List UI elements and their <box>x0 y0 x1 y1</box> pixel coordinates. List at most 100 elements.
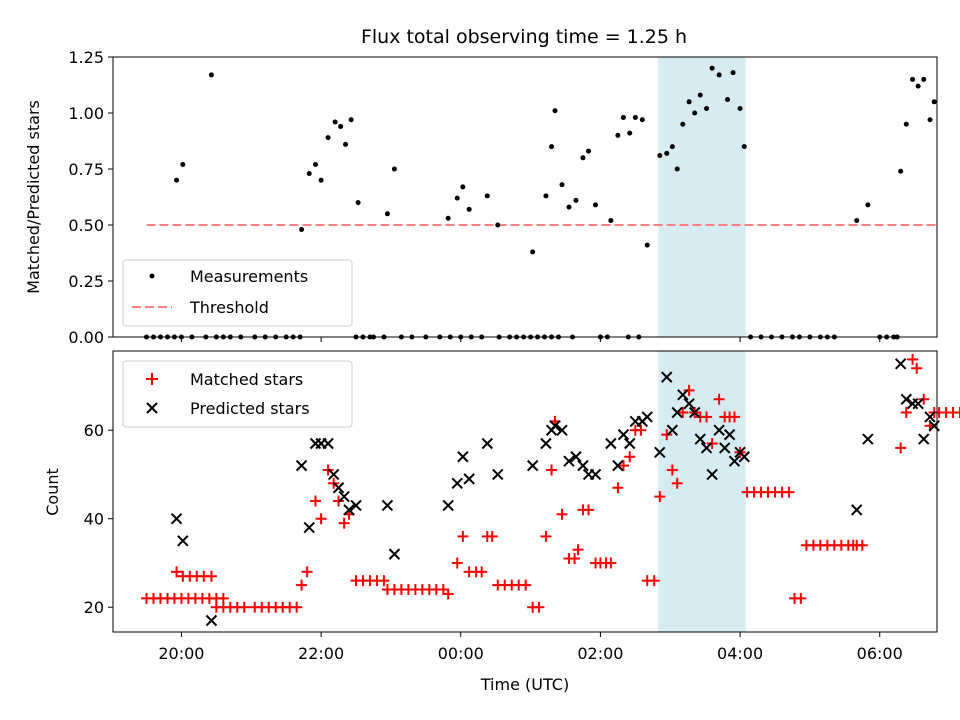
bottom-shaded-span <box>658 351 746 632</box>
matched-star-point <box>238 601 250 613</box>
bottom-xtick-label: 06:00 <box>857 644 903 663</box>
matched-star-point <box>476 566 488 578</box>
measurement-point <box>325 135 331 141</box>
predicted-star-point <box>322 437 334 450</box>
matched-star-point <box>654 491 666 503</box>
predicted-star-point <box>350 499 362 512</box>
predicted-star-point <box>549 420 561 432</box>
measurement-point <box>910 76 916 82</box>
matched-star-point <box>918 393 930 405</box>
predicted-star-point <box>589 468 602 481</box>
matched-star-point <box>635 424 647 436</box>
top-shaded-span <box>658 57 746 337</box>
predicted-star-point <box>918 433 930 445</box>
measurement-point <box>692 110 698 116</box>
predicted-star-point <box>388 548 401 560</box>
predicted-star-point <box>694 433 706 445</box>
measurement-point <box>543 193 549 199</box>
matched-star-point <box>301 566 313 578</box>
top-x-ticks <box>180 337 881 342</box>
predicted-star-point <box>492 468 504 481</box>
matched-star-point <box>683 384 695 396</box>
predicted-star-point <box>612 459 624 472</box>
bottom-ylabel: Count <box>43 468 62 516</box>
measurement-point <box>697 92 703 98</box>
matched-star-point <box>540 530 552 542</box>
measurement-point <box>854 218 860 224</box>
measurement-point <box>355 200 361 206</box>
matched-star-point <box>671 477 683 489</box>
bottom-panel-marks <box>141 353 960 627</box>
matched-star-point <box>486 530 498 542</box>
matched-star-point <box>612 482 624 494</box>
measurement-point <box>174 177 180 183</box>
legend-measurements-label: Measurements <box>190 267 308 286</box>
measurement-point <box>445 215 451 221</box>
predicted-star-point <box>624 437 636 450</box>
top-ytick-label: 1.00 <box>68 104 104 123</box>
predicted-star-point <box>666 424 679 436</box>
matched-star-point <box>572 544 584 556</box>
predicted-star-point <box>540 437 552 450</box>
top-ytick-label: 0.75 <box>68 160 104 179</box>
predicted-star-point <box>900 393 912 405</box>
top-plot-frame <box>112 56 938 338</box>
legend-predicted-label: Predicted stars <box>190 399 310 418</box>
matched-star-point <box>556 508 568 520</box>
legend-matched-label: Matched stars <box>190 370 303 389</box>
matched-star-point <box>442 588 454 600</box>
measurement-point <box>348 117 354 123</box>
legend-predicted-marker <box>146 402 158 414</box>
matched-star-point <box>457 530 469 542</box>
predicted-star-point <box>683 397 695 410</box>
predicted-star-point <box>563 455 575 467</box>
matched-star-point <box>624 451 636 463</box>
matched-star-point <box>677 407 689 419</box>
matched-star-point <box>911 362 923 374</box>
measurement-point <box>927 117 933 123</box>
measurement-point <box>460 184 466 190</box>
measurement-point <box>466 206 472 212</box>
top-ytick-label: 0.50 <box>68 216 104 235</box>
measurement-point <box>725 97 731 103</box>
predicted-star-point <box>605 437 617 450</box>
measurement-point <box>306 170 312 176</box>
predicted-star-point <box>719 442 731 454</box>
matched-star-point <box>205 570 217 582</box>
matched-star-point <box>954 407 960 419</box>
measurement-point <box>921 76 927 82</box>
top-legend-box <box>122 259 353 327</box>
top-ytick-label: 1.25 <box>68 48 104 67</box>
predicted-star-point <box>170 513 183 525</box>
measurement-point <box>716 72 722 78</box>
measurement-point <box>593 202 599 208</box>
predicted-star-point <box>912 397 924 410</box>
top-legend: Measurements Threshold <box>122 259 353 327</box>
measurement-point <box>632 114 638 120</box>
measurement-point <box>580 155 586 161</box>
measurement-point <box>573 197 579 203</box>
measurement-point <box>680 121 686 127</box>
measurement-point <box>180 162 186 168</box>
bottom-panel: 20 40 60 20:00 22:00 00:00 02:00 04:00 06:00 Co… <box>43 350 960 694</box>
matched-star-point <box>315 513 327 525</box>
matched-star-point <box>856 539 868 551</box>
matched-star-point <box>895 442 907 454</box>
predicted-star-point <box>303 521 315 534</box>
predicted-star-point <box>463 473 475 485</box>
measurement-point <box>566 204 572 210</box>
legend-threshold-label: Threshold <box>189 298 269 317</box>
measurement-point <box>620 114 626 120</box>
measurement-point <box>495 222 501 228</box>
bottom-plot-frame <box>112 350 938 633</box>
bottom-xtick-label: 20:00 <box>158 644 204 663</box>
top-y-ticks: 0.00 0.25 0.50 0.75 1.00 1.25 <box>68 48 113 347</box>
measurement-point <box>709 65 715 71</box>
predicted-star-point <box>850 504 863 516</box>
predicted-star-point <box>442 499 454 512</box>
predicted-star-point <box>738 451 750 463</box>
figure-title: Flux total observing time = 1.25 h <box>361 26 687 48</box>
measurement-point <box>639 117 645 123</box>
measurement-point <box>484 193 490 199</box>
